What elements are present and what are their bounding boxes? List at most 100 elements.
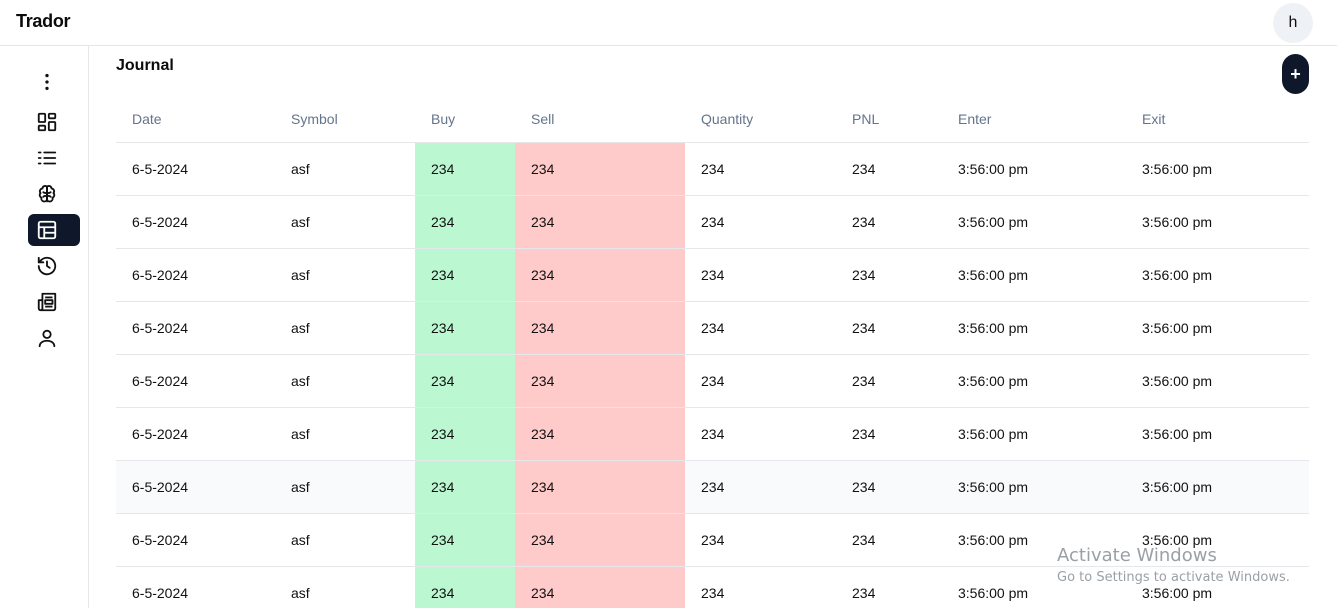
add-entry-button[interactable]: + [1282, 54, 1309, 94]
cell-enter: 3:56:00 pm [942, 301, 1126, 355]
watermark-title: Activate Windows [1057, 545, 1217, 566]
table-row[interactable]: 6-5-2024 asf 234 234 234 234 3:56:00 pm 3:56:00… [116, 566, 1309, 608]
cell-date: 6-5-2024 [116, 460, 275, 514]
sidebar [0, 46, 89, 608]
cell-sell: 234 [515, 248, 685, 302]
cell-pnl: 234 [836, 407, 942, 461]
newspaper-icon [37, 292, 57, 312]
cell-enter: 3:56:00 pm [942, 248, 1126, 302]
dashboard-grid-icon [37, 112, 57, 132]
column-header-sell[interactable]: Sell [515, 96, 685, 143]
cell-quantity: 234 [685, 407, 836, 461]
cell-pnl: 234 [836, 195, 942, 249]
windows-activation-watermark: Activate Windows Go to Settings to activ… [1057, 545, 1290, 585]
cell-symbol: asf [275, 248, 415, 302]
sidebar-item-list[interactable] [28, 142, 80, 174]
cell-sell: 234 [515, 513, 685, 567]
cell-pnl: 234 [836, 301, 942, 355]
cell-exit: 3:56:00 pm [1126, 142, 1309, 196]
cell-symbol: asf [275, 142, 415, 196]
column-header-date[interactable]: Date [116, 96, 275, 143]
table-body: 6-5-2024 asf 234 234 234 234 3:56:00 pm 3:56:00… [116, 142, 1309, 608]
cell-pnl: 234 [836, 248, 942, 302]
cell-symbol: asf [275, 195, 415, 249]
column-header-enter[interactable]: Enter [942, 96, 1126, 143]
cell-symbol: asf [275, 407, 415, 461]
user-avatar-button[interactable]: h [1273, 3, 1313, 43]
sidebar-item-dashboard[interactable] [28, 106, 80, 138]
cell-enter: 3:56:00 pm [942, 195, 1126, 249]
table-row[interactable]: 6-5-2024 asf 234 234 234 234 3:56:00 pm 3:56:00… [116, 195, 1309, 249]
cell-quantity: 234 [685, 566, 836, 608]
sidebar-item-profile[interactable] [28, 322, 80, 354]
column-header-pnl[interactable]: PNL [836, 96, 942, 143]
cell-buy: 234 [415, 142, 515, 196]
brain-icon [38, 185, 56, 203]
cell-pnl: 234 [836, 354, 942, 408]
table-row[interactable]: 6-5-2024 asf 234 234 234 234 3:56:00 pm 3:56:00… [116, 460, 1309, 514]
cell-exit: 3:56:00 pm [1126, 460, 1309, 514]
cell-sell: 234 [515, 354, 685, 408]
journal-table: Date Symbol Buy Sell Quantity PNL Enter … [116, 96, 1309, 608]
cell-buy: 234 [415, 195, 515, 249]
cell-sell: 234 [515, 566, 685, 608]
cell-enter: 3:56:00 pm [942, 354, 1126, 408]
table-row[interactable]: 6-5-2024 asf 234 234 234 234 3:56:00 pm 3:56:00… [116, 301, 1309, 355]
cell-buy: 234 [415, 460, 515, 514]
page-title: Journal [116, 57, 174, 74]
column-header-quantity[interactable]: Quantity [685, 96, 836, 143]
top-bar: Trador h [0, 0, 1337, 46]
cell-enter: 3:56:00 pm [942, 407, 1126, 461]
cell-date: 6-5-2024 [116, 566, 275, 608]
cell-date: 6-5-2024 [116, 301, 275, 355]
cell-symbol: asf [275, 301, 415, 355]
sidebar-item-brain[interactable] [28, 178, 80, 210]
cell-buy: 234 [415, 513, 515, 567]
table-icon [37, 220, 57, 240]
cell-sell: 234 [515, 301, 685, 355]
column-header-exit[interactable]: Exit [1126, 96, 1309, 143]
table-row[interactable]: 6-5-2024 asf 234 234 234 234 3:56:00 pm 3:56:00… [116, 142, 1309, 196]
table-row[interactable]: 6-5-2024 asf 234 234 234 234 3:56:00 pm 3:56:00… [116, 513, 1309, 567]
column-header-symbol[interactable]: Symbol [275, 96, 415, 143]
cell-enter: 3:56:00 pm [942, 460, 1126, 514]
cell-buy: 234 [415, 248, 515, 302]
cell-quantity: 234 [685, 301, 836, 355]
cell-sell: 234 [515, 407, 685, 461]
cell-symbol: asf [275, 354, 415, 408]
cell-symbol: asf [275, 460, 415, 514]
cell-pnl: 234 [836, 460, 942, 514]
table-row[interactable]: 6-5-2024 asf 234 234 234 234 3:56:00 pm 3:56:00… [116, 248, 1309, 302]
user-icon [38, 329, 56, 348]
cell-exit: 3:56:00 pm [1126, 195, 1309, 249]
cell-exit: 3:56:00 pm [1126, 407, 1309, 461]
cell-pnl: 234 [836, 566, 942, 608]
cell-enter: 3:56:00 pm [942, 513, 1126, 567]
table-row[interactable]: 6-5-2024 asf 234 234 234 234 3:56:00 pm 3:56:00… [116, 407, 1309, 461]
cell-buy: 234 [415, 566, 515, 608]
cell-quantity: 234 [685, 354, 836, 408]
sidebar-item-journal[interactable] [28, 214, 80, 246]
cell-buy: 234 [415, 407, 515, 461]
kebab-vertical-icon [45, 73, 49, 91]
sidebar-item-more[interactable] [28, 66, 80, 98]
cell-buy: 234 [415, 301, 515, 355]
cell-pnl: 234 [836, 513, 942, 567]
cell-quantity: 234 [685, 195, 836, 249]
column-header-buy[interactable]: Buy [415, 96, 515, 143]
cell-date: 6-5-2024 [116, 354, 275, 408]
table-row[interactable]: 6-5-2024 asf 234 234 234 234 3:56:00 pm 3:56:00… [116, 354, 1309, 408]
cell-enter: 3:56:00 pm [942, 566, 1126, 608]
sidebar-item-news[interactable] [28, 286, 80, 318]
cell-date: 6-5-2024 [116, 248, 275, 302]
cell-date: 6-5-2024 [116, 513, 275, 567]
sidebar-item-history[interactable] [28, 250, 80, 282]
cell-symbol: asf [275, 513, 415, 567]
cell-enter: 3:56:00 pm [942, 142, 1126, 196]
cell-exit: 3:56:00 pm [1126, 354, 1309, 408]
cell-exit: 3:56:00 pm [1126, 566, 1309, 608]
brand-logo[interactable]: Trador [16, 11, 71, 31]
cell-quantity: 234 [685, 513, 836, 567]
list-ordered-icon [37, 151, 57, 165]
cell-quantity: 234 [685, 248, 836, 302]
